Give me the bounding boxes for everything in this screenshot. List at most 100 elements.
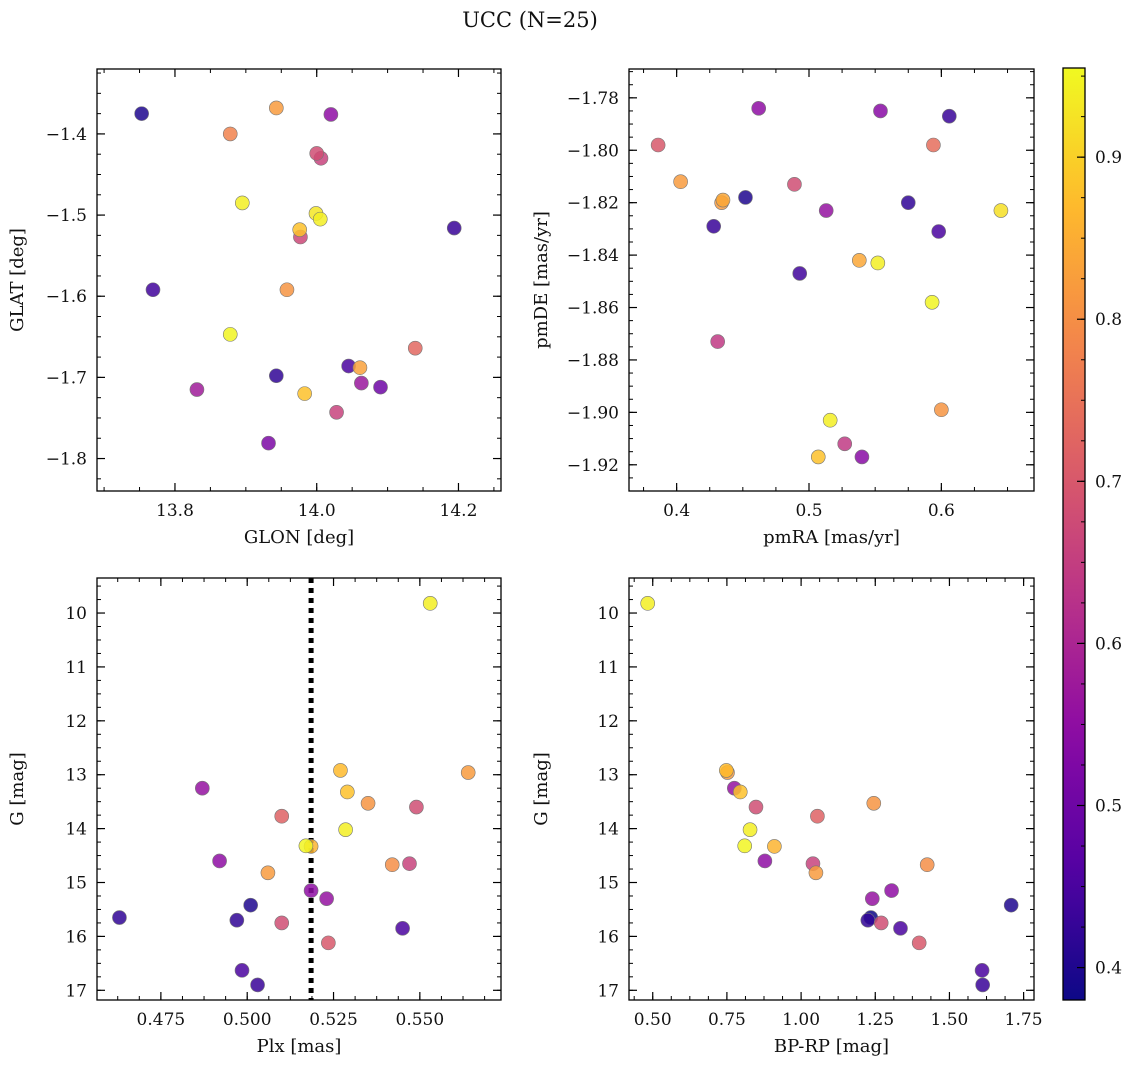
y-tick-label: 17: [65, 981, 87, 1001]
scatter-point: [941, 108, 957, 124]
y-tick-label: −1.4: [46, 125, 87, 145]
scatter-point: [737, 838, 753, 854]
y-tick-label: −1.90: [567, 403, 619, 423]
axes-frame: [628, 68, 1035, 492]
y-tick-label: 13: [65, 766, 87, 786]
colorbar-tick-label: 0.7: [1095, 472, 1122, 492]
scatter-point: [112, 910, 127, 925]
scatter-point: [234, 963, 250, 978]
y-tick-label: −1.5: [46, 206, 87, 226]
y-tick-label: −1.82: [567, 194, 619, 214]
y-axis-label: G [mag]: [7, 752, 28, 825]
scatter-point: [333, 763, 348, 778]
scatter-point: [329, 404, 344, 420]
y-tick-label: −1.7: [46, 368, 87, 388]
scatter-point: [338, 822, 353, 837]
x-tick-label: 0.525: [309, 1010, 358, 1030]
panel-2: 0.4 0.5 0.6 −1.78 −1.80 −1.82 −1.84 −1.86 −1.88 −…: [531, 68, 1035, 548]
scatter-point: [373, 379, 388, 395]
scatter-point: [860, 912, 876, 928]
x-tick-label: 0.75: [708, 1010, 746, 1030]
scatter-point: [279, 282, 295, 298]
y-tick-label: 12: [65, 712, 87, 732]
scatter-point: [229, 912, 245, 928]
x-tick-label: 0.4: [663, 501, 690, 521]
scatter-point: [222, 327, 238, 342]
scatter-point: [893, 921, 908, 936]
scatter-point: [298, 838, 314, 854]
y-tick-label: −1.92: [567, 456, 619, 476]
scatter-point: [900, 195, 916, 210]
scatter-point: [710, 334, 725, 349]
colorbar-tick-label: 0.9: [1095, 148, 1122, 168]
panels: 13.8 14.0 14.2 −1.4 −1.5 −1.6 −1.7 −1.8 GLON [de…: [7, 68, 1043, 1057]
scatter-point: [810, 808, 825, 824]
scatter-point: [292, 222, 308, 237]
y-tick-label: −1.84: [567, 246, 619, 266]
scatter-point: [854, 449, 870, 465]
scatter-point: [303, 883, 319, 898]
scatter-point: [309, 146, 325, 161]
scatter-point: [864, 891, 880, 906]
scatter-point: [919, 857, 935, 873]
x-tick-label: 14.0: [298, 501, 336, 521]
scatter-point: [866, 795, 882, 811]
scatter-point: [993, 203, 1009, 218]
x-tick-label: 0.500: [223, 1010, 272, 1030]
scatter-point: [297, 386, 312, 401]
y-axis-label: G [mag]: [531, 752, 552, 825]
scatter-point: [974, 963, 990, 978]
panel-1: 13.8 14.0 14.2 −1.4 −1.5 −1.6 −1.7 −1.8 GLON [de…: [7, 68, 502, 548]
scatter-point: [422, 596, 438, 611]
scatter-point: [234, 195, 250, 211]
scatter-point: [640, 596, 655, 611]
scatter-point: [145, 282, 161, 298]
scatter-point: [810, 449, 826, 465]
scatter-point: [354, 375, 369, 391]
scatter-point: [409, 799, 424, 815]
y-tick-label: 12: [597, 712, 619, 732]
scatter-point: [340, 784, 355, 800]
y-tick-label: −1.88: [567, 351, 619, 371]
y-axis-label: pmDE [mas/yr]: [531, 211, 552, 349]
scatter-point: [274, 915, 290, 931]
scatter-point: [742, 822, 758, 837]
y-tick-label: 10: [65, 604, 87, 624]
scatter-point: [870, 255, 886, 271]
scatter-point: [818, 203, 834, 218]
y-tick-label: 14: [65, 820, 87, 840]
scatter-point: [926, 137, 941, 153]
scatter-point: [715, 192, 731, 208]
scatter-point: [446, 220, 462, 236]
scatter-point: [269, 100, 284, 116]
scatter-point: [189, 382, 205, 397]
x-tick-label: 13.8: [156, 501, 194, 521]
x-tick-label: 0.550: [396, 1010, 445, 1030]
colorbar-gradient: [1062, 67, 1086, 1001]
scatter-point: [312, 211, 328, 227]
scatter-point: [808, 865, 824, 881]
scatter-point: [222, 126, 238, 142]
scatter-point: [873, 915, 889, 931]
colorbar-tick-label: 0.6: [1095, 634, 1122, 654]
scatter-point: [319, 891, 334, 906]
axes-frame: [628, 577, 1035, 1001]
scatter-point: [673, 174, 688, 190]
scatter-point: [134, 106, 149, 121]
scatter-point: [250, 977, 265, 993]
panel-3: 0.475 0.500 0.525 0.550 10 11 12 13 14 15 16 17 Plx …: [7, 577, 502, 1057]
colorbar: 0.4 0.5 0.6 0.7 0.8 0.9: [1062, 67, 1122, 1001]
y-tick-label: 15: [597, 874, 619, 894]
scatter-point: [384, 857, 400, 873]
y-tick-label: −1.8: [46, 450, 87, 470]
scatter-point: [931, 224, 947, 239]
x-axis-label: pmRA [mas/yr]: [763, 527, 900, 548]
scatter-point: [706, 218, 722, 234]
scatter-point: [975, 977, 990, 993]
axes-frame: [96, 68, 502, 492]
panel-4: 0.50 0.75 1.00 1.25 1.50 1.75 10 11 12 13 14 15 16 17…: [531, 577, 1043, 1057]
scatter-point: [395, 921, 410, 936]
y-tick-label: −1.6: [46, 287, 87, 307]
scatter-point: [751, 101, 767, 116]
scatter-point: [757, 853, 773, 869]
